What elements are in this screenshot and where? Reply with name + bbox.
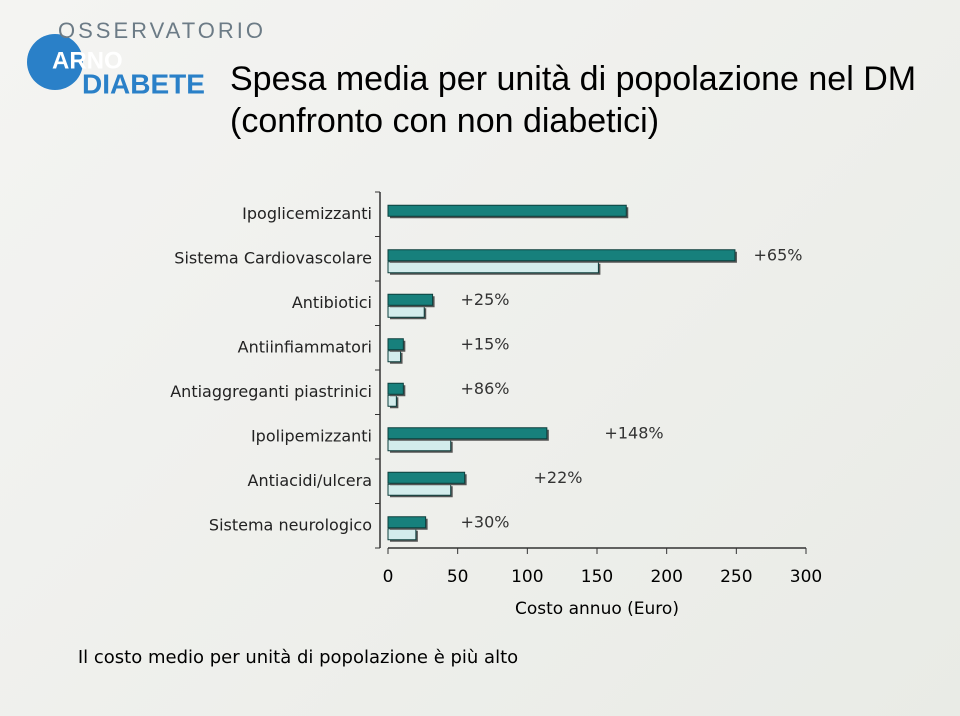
- x-tick-label: 100: [511, 567, 543, 587]
- annotation: +148%: [604, 423, 663, 442]
- x-tick-label: 300: [790, 567, 822, 587]
- annotation: +25%: [461, 290, 510, 309]
- logo-text: OSSERVATORIO: [58, 18, 266, 43]
- annotation: +86%: [461, 379, 510, 398]
- bar: [387, 338, 404, 351]
- y-tick-label: Ipolipemizzanti: [251, 426, 372, 445]
- y-tick-label: Antiinfiammatori: [238, 337, 372, 356]
- bar: [387, 293, 434, 306]
- y-tick-label: Sistema Cardiovascolare: [174, 248, 372, 267]
- chart-title: Spesa media per unità di popolazione nel…: [230, 60, 917, 140]
- x-tick-label: 250: [720, 567, 752, 587]
- bar: [387, 439, 452, 452]
- bar: [387, 483, 452, 496]
- logo-text: ARNO: [52, 47, 123, 74]
- logo-circle: [27, 34, 83, 90]
- bar: [387, 382, 404, 395]
- title-box: Spesa media per unità di popolazione nel…: [230, 60, 917, 140]
- x-tick-label: 150: [581, 567, 613, 587]
- bar: [387, 350, 402, 363]
- bar: [387, 394, 397, 407]
- x-tick-label: 50: [447, 567, 469, 587]
- bar: [387, 305, 425, 318]
- y-tick-label: Sistema neurologico: [209, 515, 372, 534]
- y-tick-label: Antiacidi/ulcera: [248, 471, 372, 490]
- annotation: +30%: [461, 512, 510, 531]
- x-axis-label: Costo annuo (Euro): [515, 599, 679, 619]
- bar: [387, 249, 736, 262]
- bar: [387, 261, 599, 274]
- bar: [387, 204, 627, 217]
- footer: Il costo medio per unità di popolazione …: [78, 647, 518, 668]
- annotation: +65%: [754, 245, 803, 264]
- bar: [387, 516, 427, 529]
- bar: [387, 471, 466, 484]
- annotation: +22%: [534, 468, 583, 487]
- y-tick-label: Antibiotici: [292, 293, 372, 312]
- y-tick-label: Ipoglicemizzanti: [242, 204, 372, 223]
- y-tick-label: Antiaggreganti piastrinici: [170, 382, 372, 401]
- x-tick-label: 200: [650, 567, 682, 587]
- logo-text: DIABETE: [82, 68, 205, 99]
- annotation: +15%: [461, 334, 510, 353]
- bar: [387, 528, 417, 541]
- x-tick-label: 0: [383, 567, 394, 587]
- bar: [387, 427, 548, 440]
